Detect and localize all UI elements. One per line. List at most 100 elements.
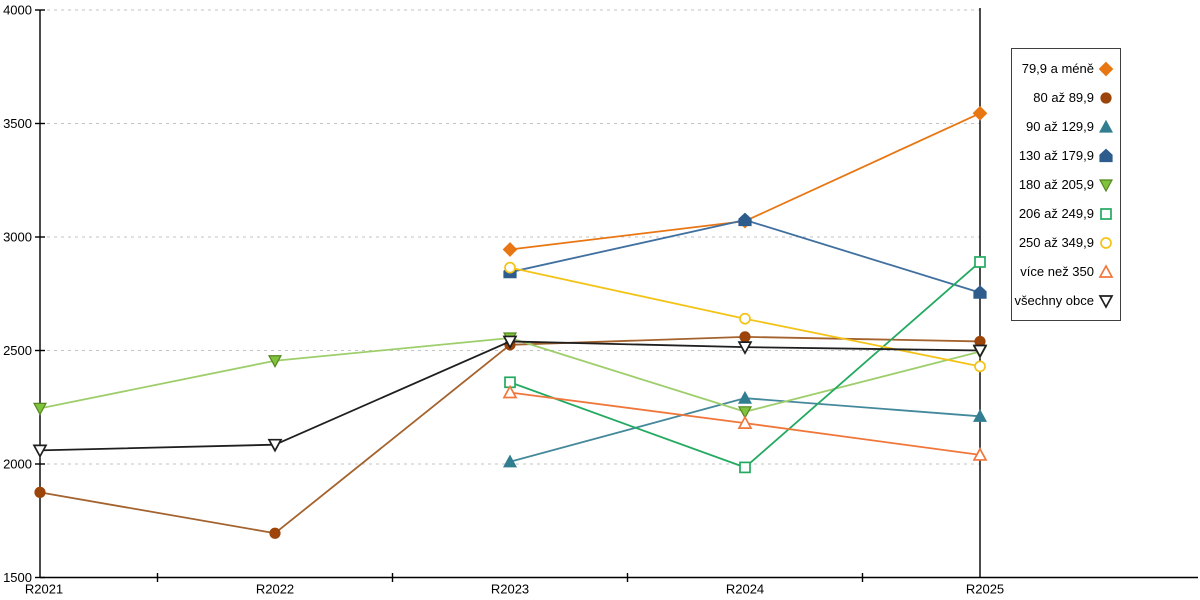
circle-data-point-marker (739, 312, 751, 325)
legend-item-label: 80 až 89,9 (1033, 90, 1094, 105)
triangle-down-data-point-marker (737, 341, 753, 355)
triangle-down-data-point-marker (267, 438, 283, 453)
y-axis-label: 2000 (3, 457, 32, 472)
square-data-point-marker (739, 461, 751, 474)
series-8 (32, 335, 988, 459)
triangle-up-icon (1098, 263, 1114, 278)
series-line (509, 266, 746, 320)
triangle-down-data-point-marker (502, 335, 518, 350)
series-line (744, 350, 981, 413)
circle-legend-marker-icon (1100, 91, 1112, 104)
triangle-down-data-point-marker (267, 355, 283, 368)
pentagon-data-point-marker (973, 285, 987, 299)
diamond-legend-marker-icon (1098, 61, 1114, 76)
circle-data-point-marker (974, 360, 986, 373)
series-6 (504, 261, 986, 373)
triangle-up-data-point-marker (502, 454, 518, 468)
y-axis-label: 4000 (3, 3, 32, 18)
series-line (509, 381, 746, 469)
series-line (39, 443, 276, 452)
square-icon (1100, 207, 1112, 220)
circle-icon (1100, 236, 1112, 249)
series-line (744, 346, 981, 352)
triangle-up-legend-marker-icon (1098, 263, 1114, 278)
series-line (744, 335, 981, 343)
circle-data-point-marker (269, 527, 281, 539)
x-axis-label: R2023 (491, 582, 529, 597)
x-axis-label: R2025 (966, 582, 1004, 597)
series-line (509, 219, 746, 274)
series-1 (34, 331, 986, 539)
triangle-down-data-point-marker (972, 344, 988, 359)
diamond-icon (1098, 61, 1114, 76)
square-legend-marker-icon (1100, 207, 1112, 220)
circle-icon (1100, 91, 1112, 104)
series-line (744, 422, 981, 456)
circle-data-point-marker (504, 261, 516, 274)
x-axis-label: R2021 (25, 582, 63, 597)
legend-item-7: více než 350 (1014, 257, 1114, 286)
series-line (509, 397, 746, 463)
legend-item-label: 250 až 349,9 (1018, 235, 1094, 250)
legend-item-0: 79,9 a méně (1014, 54, 1114, 83)
triangle-down-data-point-marker (32, 444, 48, 459)
triangle-down-data-point-marker (32, 402, 48, 416)
triangle-down-legend-marker-icon (1098, 178, 1114, 192)
circle-data-point-marker (34, 486, 46, 498)
legend-item-8: všechny obce (1014, 286, 1114, 315)
legend-item-3: 130 až 179,9 (1014, 141, 1114, 170)
chart-legend: 79,9 a méně 80 až 89,9 90 až 129,9 130 až 1… (1011, 48, 1121, 321)
square-data-point-marker (974, 256, 986, 268)
legend-item-label: 180 až 205,9 (1018, 177, 1094, 192)
series-line (509, 220, 746, 251)
triangle-up-data-point-marker (737, 415, 753, 429)
legend-item-4: 180 až 205,9 (1014, 170, 1114, 199)
legend-item-label: 79,9 a méně (1021, 61, 1094, 76)
series-line (744, 261, 981, 469)
series-line (509, 337, 746, 413)
series-line (509, 340, 746, 348)
legend-item-label: 130 až 179,9 (1018, 148, 1094, 163)
legend-item-5: 206 až 249,9 (1014, 199, 1114, 228)
triangle-up-legend-marker-icon (1098, 119, 1114, 133)
triangle-up-icon (1098, 119, 1114, 133)
pentagon-legend-marker-icon (1099, 148, 1113, 162)
legend-item-6: 250 až 349,9 (1014, 228, 1114, 257)
series-0 (502, 105, 988, 257)
pentagon-icon (1099, 148, 1113, 162)
triangle-up-data-point-marker (972, 409, 988, 422)
legend-item-label: všechny obce (1014, 293, 1095, 308)
circle-legend-marker-icon (1100, 236, 1112, 249)
triangle-down-data-point-marker (737, 406, 753, 420)
diamond-data-point-marker (502, 242, 518, 257)
triangle-up-data-point-marker (972, 447, 988, 461)
triangle-up-data-point-marker (502, 384, 518, 399)
series-2 (502, 390, 988, 468)
legend-item-1: 80 až 89,9 (1014, 83, 1114, 112)
y-axis-label: 3500 (3, 116, 32, 131)
series-line (744, 112, 981, 223)
triangle-down-icon (1098, 178, 1114, 192)
series-line (274, 340, 511, 446)
series-line (744, 397, 981, 418)
series-line (274, 343, 511, 535)
pentagon-data-point-marker (738, 212, 752, 227)
series-5 (504, 256, 986, 474)
triangle-down-icon (1098, 294, 1114, 309)
legend-item-label: 90 až 129,9 (1026, 119, 1094, 134)
circle-data-point-marker (739, 331, 751, 343)
y-axis-label: 2500 (3, 343, 32, 358)
legend-item-label: více než 350 (1020, 264, 1094, 279)
series-line (509, 391, 746, 425)
legend-item-label: 206 až 249,9 (1018, 206, 1094, 221)
series-line (274, 337, 511, 362)
y-axis-label: 3000 (3, 230, 32, 245)
series-line (744, 317, 981, 368)
series-line (39, 491, 276, 535)
series-line (39, 359, 276, 410)
series-line (744, 219, 981, 294)
series-line (509, 335, 746, 346)
y-axis-label: 1500 (3, 570, 32, 585)
